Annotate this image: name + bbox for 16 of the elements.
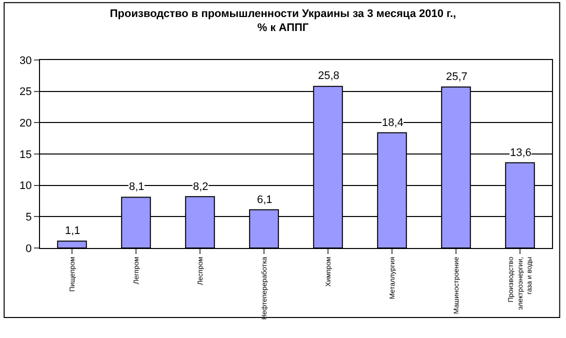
y-tick-label: 30 <box>20 54 32 67</box>
y-tick-label: 10 <box>20 180 32 192</box>
data-label: 13,6 <box>510 147 532 159</box>
y-tick-label: 5 <box>26 212 32 224</box>
data-label: 8,1 <box>129 181 144 193</box>
chart-title: Производство в промышленности Украины за 3 месяца 2010 г., % к АППГ <box>110 8 456 34</box>
y-tick-label: 0 <box>26 242 32 255</box>
data-label: 6,1 <box>257 194 272 206</box>
data-label: 8,2 <box>193 181 208 193</box>
y-tick-label: 15 <box>20 148 32 161</box>
data-label: 25,7 <box>446 71 468 83</box>
data-label: 25,8 <box>318 70 340 82</box>
y-tick-label: 20 <box>20 118 32 130</box>
y-tick-label: 25 <box>20 86 32 98</box>
data-label: 18,4 <box>382 117 404 129</box>
data-label: 1,1 <box>65 225 80 237</box>
